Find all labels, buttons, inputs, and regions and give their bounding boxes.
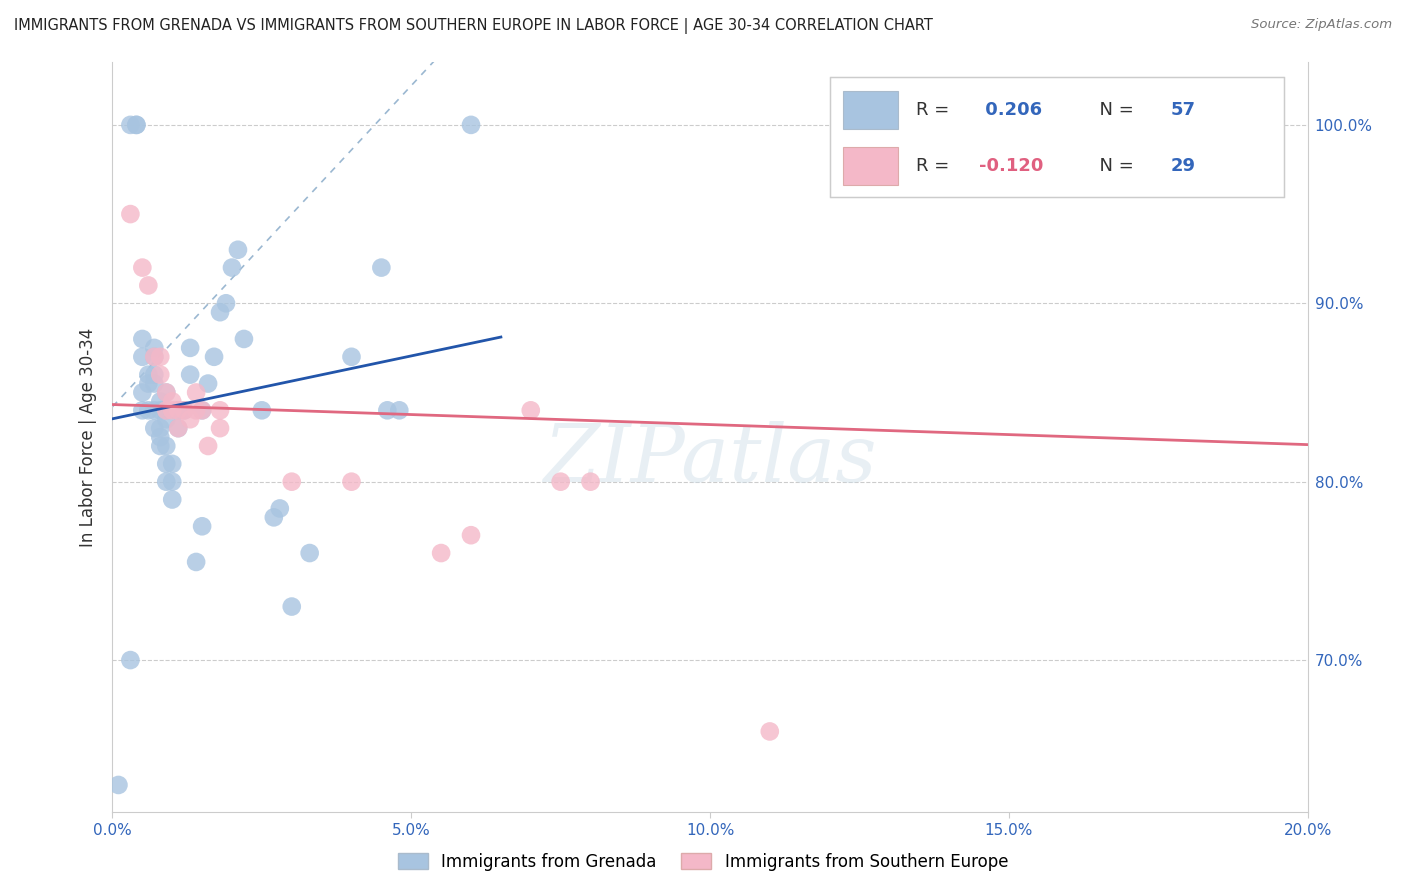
Point bbox=[520, 403, 543, 417]
Point bbox=[281, 599, 304, 614]
Point bbox=[209, 305, 232, 319]
Point bbox=[155, 412, 177, 426]
Point bbox=[143, 350, 166, 364]
Point bbox=[125, 118, 148, 132]
Point bbox=[143, 350, 166, 364]
Text: ZIPatlas: ZIPatlas bbox=[543, 421, 877, 499]
Point bbox=[179, 341, 201, 355]
Point bbox=[186, 555, 208, 569]
Point bbox=[226, 243, 249, 257]
Point bbox=[281, 475, 304, 489]
Point bbox=[155, 403, 177, 417]
Point bbox=[162, 492, 183, 507]
Point bbox=[155, 385, 177, 400]
Point bbox=[155, 403, 177, 417]
Point bbox=[149, 368, 172, 382]
Point bbox=[131, 385, 153, 400]
Point bbox=[149, 421, 172, 435]
Point bbox=[460, 528, 482, 542]
Point bbox=[221, 260, 243, 275]
Legend: Immigrants from Grenada, Immigrants from Southern Europe: Immigrants from Grenada, Immigrants from… bbox=[389, 845, 1017, 880]
Point bbox=[167, 421, 190, 435]
Point bbox=[173, 403, 195, 417]
Point bbox=[202, 350, 225, 364]
Point bbox=[298, 546, 321, 560]
Point bbox=[186, 403, 208, 417]
Point bbox=[120, 653, 142, 667]
Point bbox=[143, 341, 166, 355]
Point bbox=[131, 350, 153, 364]
Point bbox=[162, 403, 183, 417]
Point bbox=[149, 403, 172, 417]
Point bbox=[191, 519, 214, 533]
Point bbox=[215, 296, 238, 310]
Point bbox=[155, 385, 177, 400]
Point bbox=[430, 546, 453, 560]
Point bbox=[186, 385, 208, 400]
Point bbox=[191, 403, 214, 417]
Point bbox=[143, 368, 166, 382]
Point bbox=[149, 350, 172, 364]
Point bbox=[340, 350, 363, 364]
Point bbox=[162, 475, 183, 489]
Point bbox=[138, 368, 160, 382]
Point bbox=[250, 403, 273, 417]
Text: IMMIGRANTS FROM GRENADA VS IMMIGRANTS FROM SOUTHERN EUROPE IN LABOR FORCE | AGE : IMMIGRANTS FROM GRENADA VS IMMIGRANTS FR… bbox=[14, 18, 934, 34]
Point bbox=[209, 421, 232, 435]
Text: Source: ZipAtlas.com: Source: ZipAtlas.com bbox=[1251, 18, 1392, 31]
Point bbox=[155, 439, 177, 453]
Point bbox=[155, 457, 177, 471]
Point bbox=[125, 118, 148, 132]
Point bbox=[370, 260, 392, 275]
Point bbox=[167, 403, 190, 417]
Point bbox=[167, 403, 190, 417]
Point bbox=[162, 394, 183, 409]
Point bbox=[155, 475, 177, 489]
Point bbox=[149, 439, 172, 453]
Point bbox=[191, 403, 214, 417]
Point bbox=[107, 778, 129, 792]
Y-axis label: In Labor Force | Age 30-34: In Labor Force | Age 30-34 bbox=[79, 327, 97, 547]
Point bbox=[138, 278, 160, 293]
Point bbox=[460, 118, 482, 132]
Point bbox=[340, 475, 363, 489]
Point bbox=[167, 421, 190, 435]
Point bbox=[138, 403, 160, 417]
Point bbox=[579, 475, 602, 489]
Point bbox=[120, 118, 142, 132]
Point bbox=[143, 376, 166, 391]
Point bbox=[149, 394, 172, 409]
Point bbox=[197, 439, 219, 453]
Point bbox=[209, 403, 232, 417]
Point bbox=[179, 412, 201, 426]
Point bbox=[143, 403, 166, 417]
Point bbox=[759, 724, 782, 739]
Point bbox=[120, 207, 142, 221]
Point bbox=[143, 421, 166, 435]
Point bbox=[131, 332, 153, 346]
Point bbox=[173, 403, 195, 417]
Point bbox=[149, 430, 172, 444]
Point bbox=[197, 376, 219, 391]
Point bbox=[233, 332, 256, 346]
Point bbox=[388, 403, 411, 417]
Point bbox=[131, 260, 153, 275]
Point bbox=[263, 510, 285, 524]
Point bbox=[377, 403, 399, 417]
Point bbox=[550, 475, 572, 489]
Point bbox=[179, 368, 201, 382]
Point bbox=[131, 403, 153, 417]
Point bbox=[1237, 118, 1260, 132]
Point bbox=[269, 501, 291, 516]
Point bbox=[138, 376, 160, 391]
Point bbox=[162, 457, 183, 471]
